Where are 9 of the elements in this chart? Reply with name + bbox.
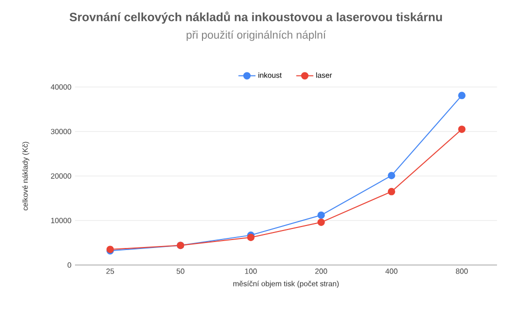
point (388, 188, 396, 196)
point (388, 172, 396, 180)
chart-subtitle: při použití originálních náplní (186, 30, 326, 41)
point (317, 218, 325, 226)
chart-title: Srovnání celkových nákladů na inkoustovou a laserovou tiskárnu (70, 12, 442, 24)
point (317, 211, 325, 219)
point (458, 92, 466, 100)
point (247, 234, 255, 242)
point (458, 126, 466, 133)
